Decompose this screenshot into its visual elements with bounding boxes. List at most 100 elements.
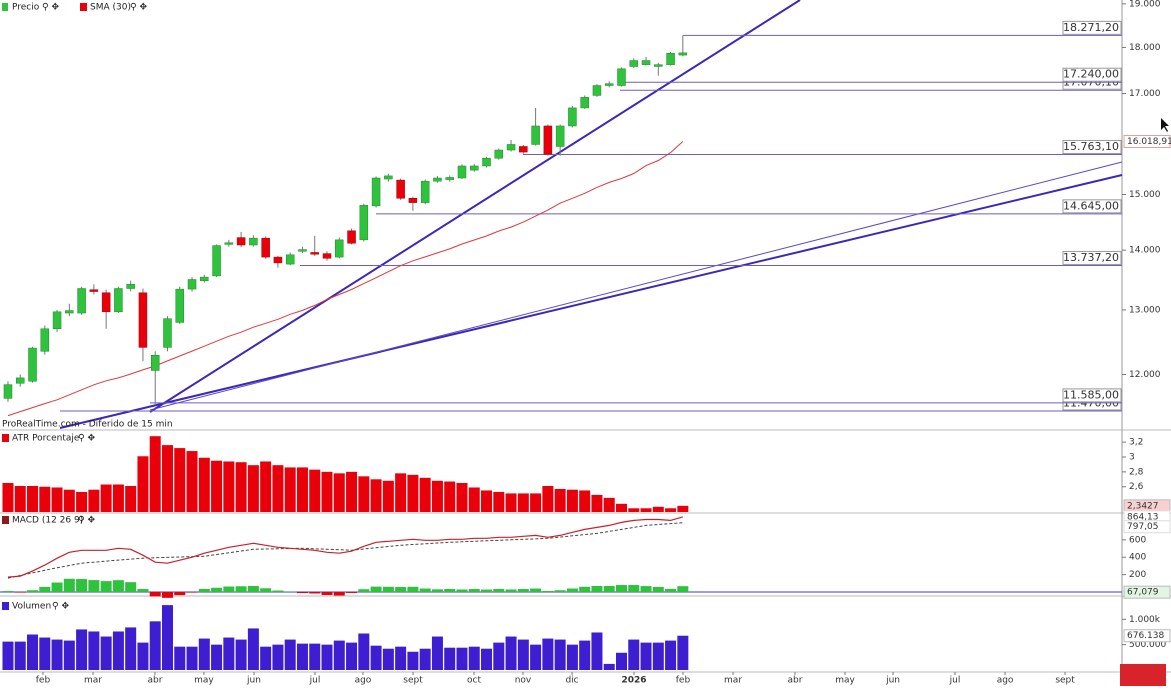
bar	[432, 481, 443, 512]
bar	[64, 490, 75, 512]
legend-tools: ⚲ ✥	[52, 602, 69, 612]
histogram-bar	[39, 587, 50, 592]
bar	[27, 486, 38, 512]
bar	[616, 653, 627, 670]
last-value-label: 676.138	[1124, 630, 1170, 642]
x-tick-label: ago	[355, 676, 372, 686]
candle-body	[532, 126, 540, 144]
bar	[346, 643, 357, 670]
candle-body	[163, 319, 171, 348]
bar	[334, 473, 345, 512]
candle-body	[348, 231, 356, 243]
histogram-bar	[395, 587, 406, 592]
bar	[297, 467, 308, 512]
legend-label: Precio	[12, 3, 40, 13]
x-tick-label: nov	[515, 676, 532, 686]
histogram-bar	[420, 589, 431, 592]
bar	[285, 467, 296, 512]
candle-body	[29, 348, 37, 381]
bar	[371, 479, 382, 512]
last-value-label: 16.018,91	[1124, 135, 1171, 147]
candle-body	[225, 243, 233, 245]
bar	[297, 644, 308, 670]
candle-body	[41, 329, 49, 352]
histogram-bar	[677, 586, 688, 592]
bar	[591, 632, 602, 670]
x-tick-label: abr	[148, 676, 163, 686]
bar	[137, 456, 148, 512]
x-tick-label: mar	[84, 676, 102, 686]
bar	[469, 487, 480, 512]
bar	[199, 458, 210, 512]
bar	[2, 483, 13, 512]
candle-body	[237, 238, 245, 245]
candle-body	[53, 312, 61, 329]
bar	[285, 640, 296, 670]
candle-body	[151, 355, 159, 370]
bar	[309, 644, 320, 670]
x-tick-label: sept	[1055, 676, 1075, 686]
histogram-bar	[579, 587, 590, 592]
bar	[223, 638, 234, 670]
bar	[677, 636, 688, 670]
x-tick-label: jun	[246, 676, 261, 686]
bar	[334, 641, 345, 670]
bar	[2, 642, 13, 670]
histogram-bar	[628, 585, 639, 592]
bar	[444, 482, 455, 512]
candle-body	[213, 246, 221, 276]
bar	[150, 621, 161, 670]
bar	[493, 492, 504, 512]
candle-body	[139, 293, 147, 348]
bar	[346, 472, 357, 512]
histogram-bar	[199, 589, 210, 592]
candle-body	[102, 293, 110, 312]
histogram-bar	[297, 592, 308, 593]
bar	[248, 628, 259, 670]
bar	[236, 640, 247, 670]
candle-body	[323, 254, 331, 259]
candle-body	[617, 69, 625, 86]
bar	[199, 639, 210, 670]
legend-label: Volumen	[12, 602, 51, 612]
bar	[52, 640, 63, 670]
bar	[371, 646, 382, 670]
histogram-bar	[236, 586, 247, 592]
legend-icon	[2, 434, 9, 442]
candle-body	[409, 198, 417, 202]
legend-icon	[2, 516, 9, 524]
histogram-bar	[174, 592, 185, 595]
legend-macd: MACD (12 26 9) ⚲ ✥	[2, 516, 95, 526]
bar	[383, 649, 394, 670]
candle-body	[519, 146, 527, 152]
bar	[395, 647, 406, 670]
histogram-bar	[591, 586, 602, 592]
x-tick-label: mar	[724, 676, 742, 686]
level-label: 14.645,00	[1063, 199, 1119, 212]
y-tick-label: 3,2	[1129, 438, 1143, 448]
bar	[187, 647, 198, 670]
last-value-label: 2,3427	[1124, 500, 1170, 512]
y-tick-label: 15.000	[1129, 190, 1161, 200]
histogram-bar	[322, 592, 333, 595]
bar	[88, 631, 99, 670]
last-value-text: 67,079	[1127, 588, 1159, 598]
bar	[677, 506, 688, 512]
bar	[39, 638, 50, 670]
histogram-bar	[469, 589, 480, 592]
bar	[481, 490, 492, 512]
bar	[604, 664, 615, 670]
y-tick-label: 14.000	[1129, 246, 1161, 256]
bar	[174, 647, 185, 670]
candle-body	[262, 238, 270, 257]
histogram-bar	[150, 592, 161, 596]
legend-tools: ⚲ ✥	[78, 434, 95, 444]
candle-body	[556, 126, 564, 147]
histogram-bar	[272, 591, 283, 592]
logo	[1120, 664, 1166, 686]
candle-body	[188, 279, 196, 289]
bar	[125, 627, 136, 670]
bar	[101, 485, 112, 512]
histogram-bar	[616, 585, 627, 592]
bar	[395, 473, 406, 512]
